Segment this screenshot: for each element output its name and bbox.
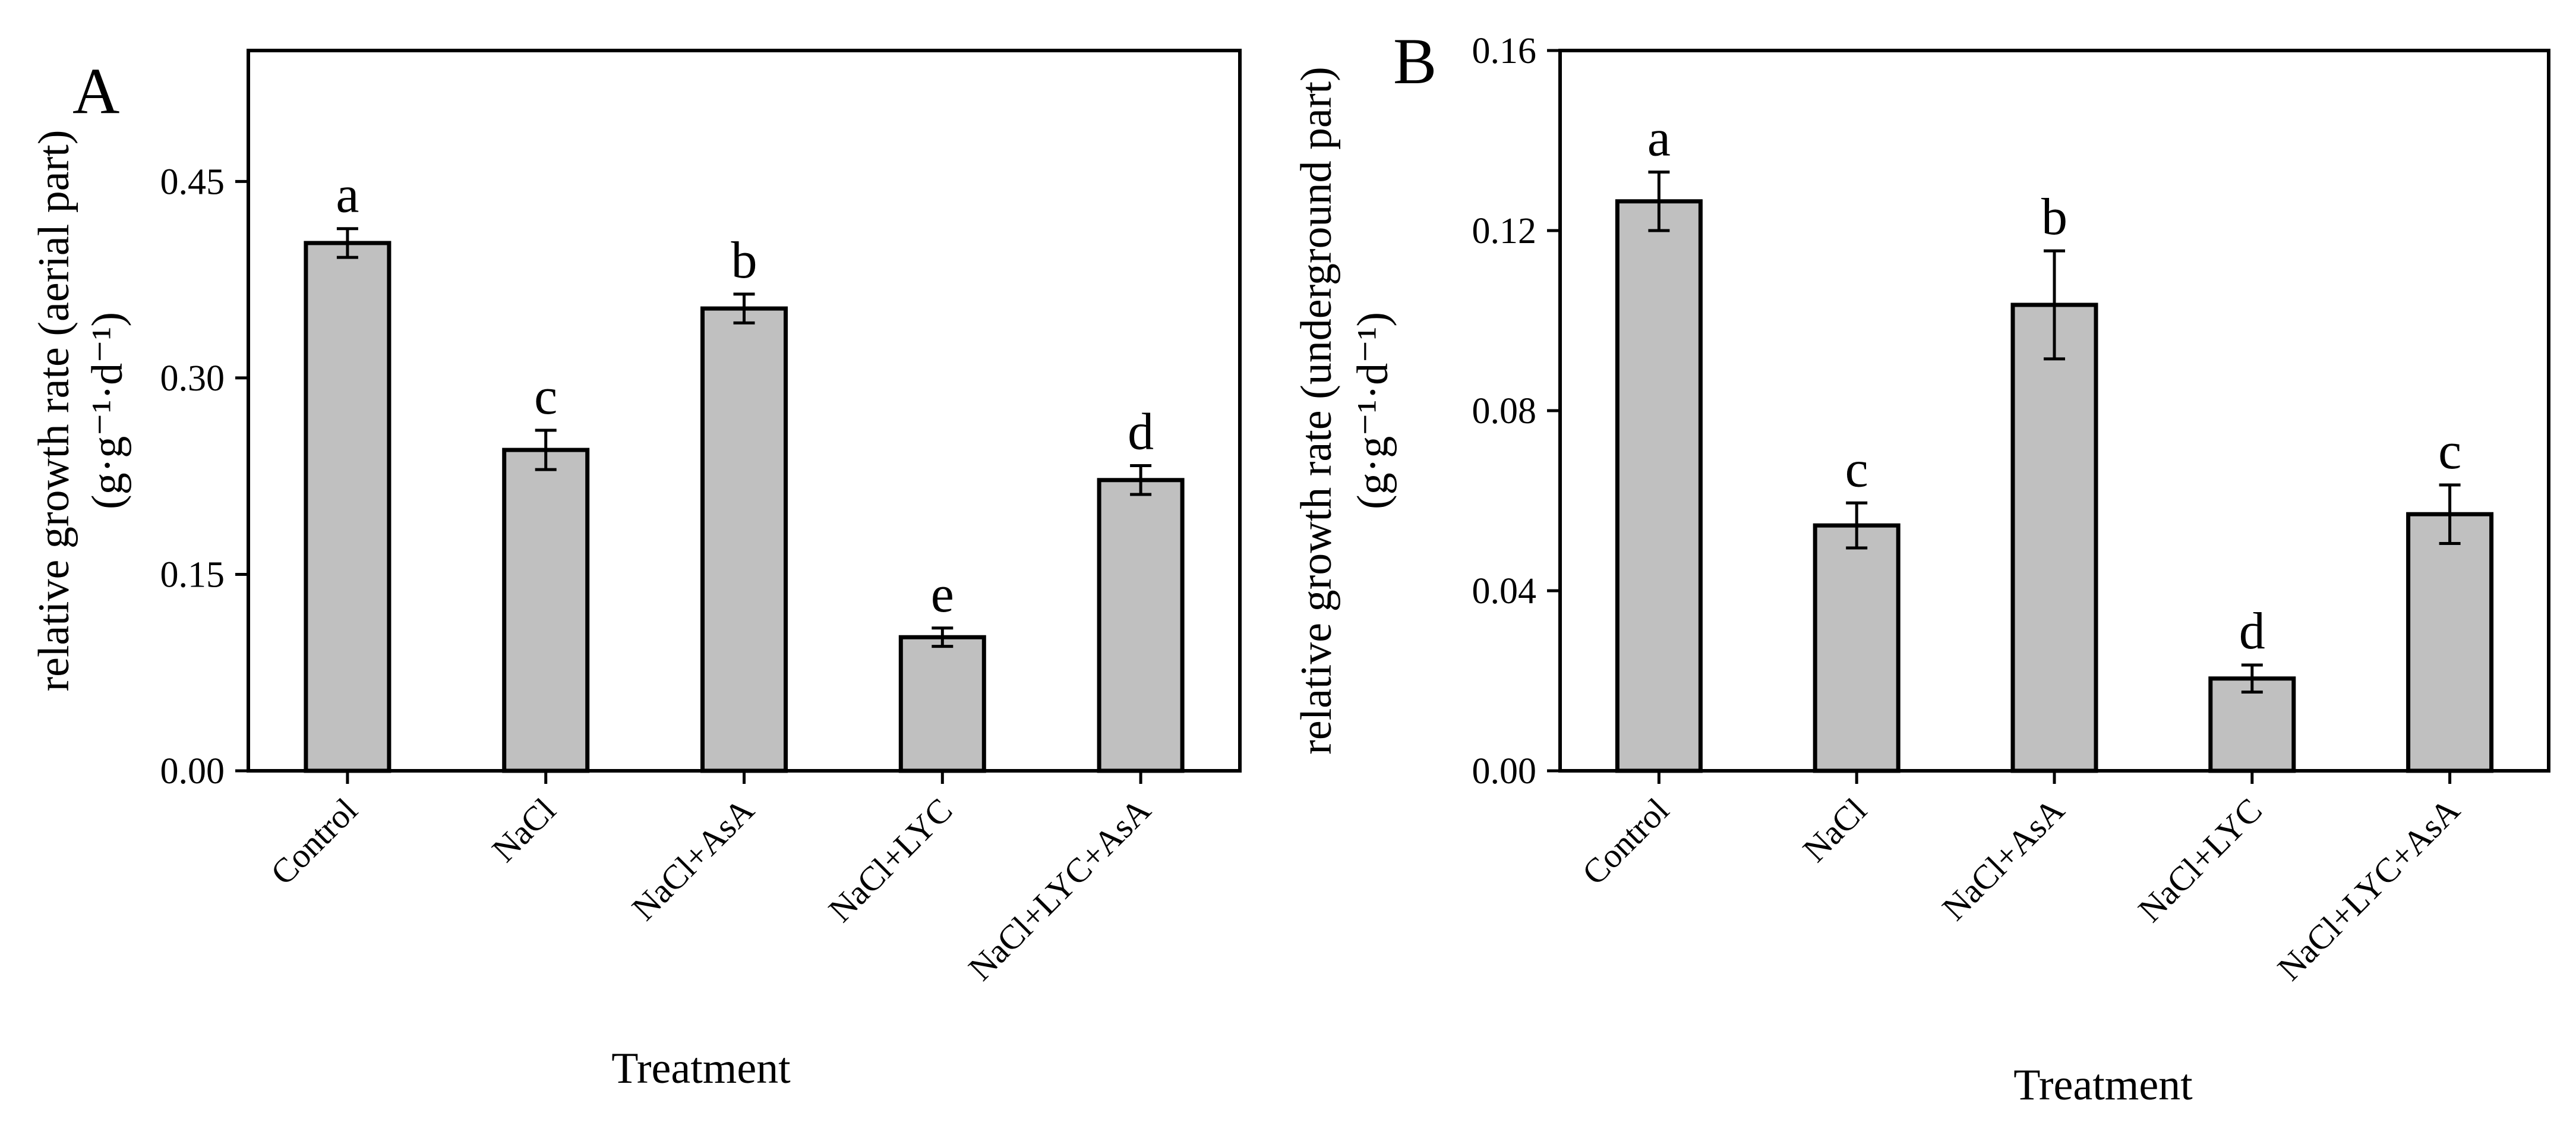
x-tick-label: Control (1574, 790, 1676, 892)
bar-nacl (502, 448, 590, 773)
bar-nacl (1813, 523, 1901, 773)
bar-nacl-lyc (2208, 676, 2296, 773)
y-tick-label: 0.16 (1472, 31, 1537, 71)
significance-letter: b (2041, 188, 2067, 246)
bar-control (1615, 199, 1703, 773)
significance-letter: d (1128, 404, 1154, 461)
y-tick-label: 0.08 (1472, 391, 1537, 431)
significance-letter: b (731, 232, 757, 289)
y-tick-label: 0.00 (1472, 751, 1537, 792)
significance-letter: c (2438, 423, 2461, 480)
y-axis-unit: (g·g⁻¹·d⁻¹) (1349, 312, 1397, 509)
panel-letter: B (1393, 25, 1437, 97)
y-tick-label: 0.04 (1472, 571, 1537, 612)
y-axis-title: relative growth rate (aerial part) (30, 130, 78, 691)
x-tick-label: NaCl (484, 790, 563, 869)
panel-b: a c b d c 0.00 0.04 0.08 0.12 0.16 Control NaCl NaCl… (1292, 25, 2550, 1110)
x-axis-title: Treatment (611, 1044, 791, 1093)
significance-letter: a (336, 166, 359, 224)
x-tick-label: NaCl+LYC (821, 790, 960, 929)
y-tick-label: 0.00 (160, 751, 225, 792)
x-axis-title: Treatment (2013, 1061, 2193, 1110)
bar-nacl-asa (2010, 302, 2098, 773)
x-tick-label: NaCl+AsA (1934, 790, 2072, 928)
bar-nacl-lyc (898, 635, 986, 773)
bar-nacl-asa (700, 306, 788, 773)
x-tick-label: NaCl+LYC (2130, 790, 2269, 929)
x-tick-label: NaCl+LYC+AsA (961, 790, 1158, 988)
x-tick-label: Control (263, 790, 365, 892)
panel-letter: A (72, 55, 119, 127)
y-tick-label: 0.12 (1472, 211, 1537, 251)
significance-letter: e (931, 566, 954, 623)
significance-letter: d (2239, 603, 2265, 660)
x-tick-label: NaCl+LYC+AsA (2270, 790, 2467, 988)
significance-letter: a (1647, 110, 1671, 168)
x-tick-label: NaCl+AsA (624, 790, 762, 928)
bar-nacl-lyc-asa (2406, 512, 2494, 773)
bar-control (304, 241, 392, 773)
x-tick-label: NaCl (1795, 790, 1874, 869)
panel-a: a c b e d 0.00 0.15 0.30 0.45 Control NaCl NaCl+AsA… (30, 49, 1242, 1093)
y-axis-unit: (g·g⁻¹·d⁻¹) (83, 312, 132, 509)
y-axis-title: relative growth rate (underground part) (1292, 67, 1341, 755)
y-tick-label: 0.15 (160, 554, 225, 595)
significance-letter: c (534, 368, 557, 426)
y-tick-label: 0.45 (160, 162, 225, 202)
significance-letter: c (1845, 440, 1868, 498)
bar-nacl-lyc-asa (1097, 478, 1185, 773)
y-tick-label: 0.30 (160, 358, 225, 399)
